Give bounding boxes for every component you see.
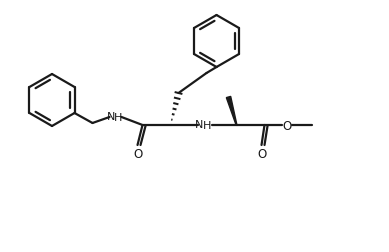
Polygon shape xyxy=(226,97,237,125)
Text: H: H xyxy=(114,113,123,122)
Text: O: O xyxy=(133,147,142,160)
Text: N: N xyxy=(107,112,116,121)
Text: H: H xyxy=(203,120,212,131)
Text: O: O xyxy=(257,147,266,160)
Text: N: N xyxy=(195,119,204,130)
Text: O: O xyxy=(282,119,291,132)
